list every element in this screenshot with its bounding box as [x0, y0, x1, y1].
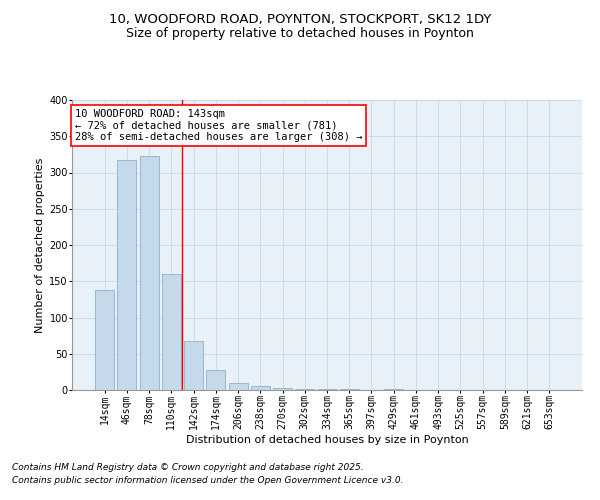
Y-axis label: Number of detached properties: Number of detached properties	[35, 158, 45, 332]
Bar	[162, 274, 181, 390]
Text: Size of property relative to detached houses in Poynton: Size of property relative to detached ho…	[126, 28, 474, 40]
Bar	[184, 340, 203, 390]
Bar	[295, 388, 314, 390]
Bar	[229, 383, 248, 390]
Bar	[118, 160, 136, 390]
Bar	[273, 388, 292, 390]
Bar	[140, 156, 158, 390]
Text: 10 WOODFORD ROAD: 143sqm
← 72% of detached houses are smaller (781)
28% of semi-: 10 WOODFORD ROAD: 143sqm ← 72% of detach…	[74, 108, 362, 142]
Bar	[206, 370, 225, 390]
X-axis label: Distribution of detached houses by size in Poynton: Distribution of detached houses by size …	[185, 435, 469, 445]
Text: 10, WOODFORD ROAD, POYNTON, STOCKPORT, SK12 1DY: 10, WOODFORD ROAD, POYNTON, STOCKPORT, S…	[109, 12, 491, 26]
Bar	[251, 386, 270, 390]
Text: Contains HM Land Registry data © Crown copyright and database right 2025.: Contains HM Land Registry data © Crown c…	[12, 464, 364, 472]
Text: Contains public sector information licensed under the Open Government Licence v3: Contains public sector information licen…	[12, 476, 404, 485]
Bar	[95, 290, 114, 390]
